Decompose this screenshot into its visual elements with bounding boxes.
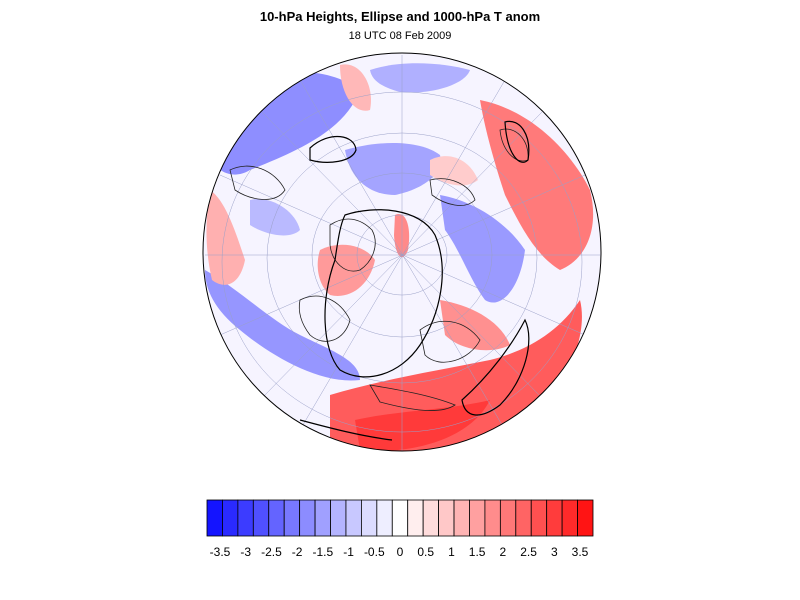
colorbar-box — [407, 499, 424, 537]
colorbar-box — [484, 499, 501, 537]
colorbar-box — [391, 499, 409, 537]
colorbar-tick-label: -1 — [343, 545, 354, 559]
colorbar-box — [546, 499, 563, 537]
coastlines — [229, 128, 529, 411]
chart-title: 10-hPa Heights, Ellipse and 1000-hPa T a… — [259, 9, 541, 24]
colorbar-box — [577, 499, 594, 537]
colorbar-box — [283, 499, 301, 537]
colorbar-box — [314, 499, 331, 537]
colorbar-box — [345, 499, 362, 537]
colorbar-tick-label: 3.5 — [572, 545, 589, 559]
colorbar-box — [237, 499, 254, 537]
colorbar-tick-label: 0.5 — [417, 545, 434, 559]
colorbar-box — [252, 499, 270, 537]
colorbar-tick-label: -3 — [240, 545, 251, 559]
colorbar-box — [438, 499, 455, 537]
chart-subtitle: 18 UTC 08 Feb 2009 — [348, 30, 452, 42]
colorbar-tick-label: -3.5 — [210, 545, 231, 559]
height-contours — [299, 120, 530, 441]
colorbar-box — [422, 499, 440, 537]
colorbar-tick-label: -0.5 — [364, 545, 385, 559]
colorbar-box — [299, 499, 316, 537]
colorbar-box — [330, 499, 347, 537]
graticule — [205, 55, 600, 451]
colorbar-tick-label: 1.5 — [469, 545, 486, 559]
colorbar-tick-label: 0 — [397, 545, 404, 559]
colorbar-box — [453, 499, 470, 537]
colorbar-tick-label: 2 — [500, 545, 507, 559]
colorbar-box — [515, 499, 532, 537]
globe-outline — [202, 52, 602, 452]
colorbar-boxes — [206, 499, 594, 537]
polar-map — [202, 52, 602, 452]
colorbar-box — [499, 499, 517, 537]
colorbar-box — [206, 499, 223, 537]
colorbar-tick-label: 3 — [551, 545, 558, 559]
colorbar-tick-label: -1.5 — [313, 545, 334, 559]
colorbar-box — [530, 499, 548, 537]
colorbar-box — [376, 499, 393, 537]
colorbar-tick-label: 1 — [448, 545, 455, 559]
colorbar-box — [561, 499, 578, 537]
colorbar-box — [222, 499, 239, 537]
colorbar-tick-label: -2 — [292, 545, 303, 559]
colorbar-box — [360, 499, 378, 537]
colorbar-tick-label: -2.5 — [261, 545, 282, 559]
colorbar-tick-label: 2.5 — [520, 545, 537, 559]
colorbar-box — [469, 499, 486, 537]
colorbar-labels: -3.5 -3 -2.5 -2 -1.5 -1 -0.5 0 0.5 1 1.5 2 2.5 3 3.5 — [210, 545, 589, 559]
colorbar-box — [268, 499, 285, 537]
